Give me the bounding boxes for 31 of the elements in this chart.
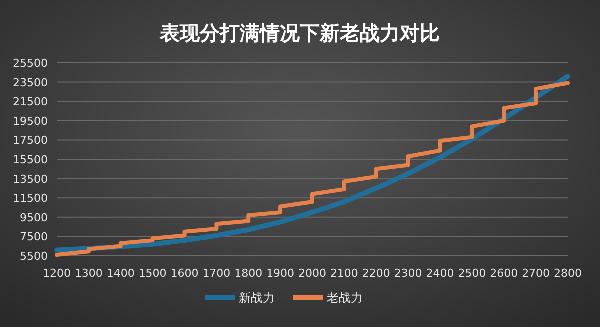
x-tick-label: 2300: [394, 267, 422, 280]
y-tick-label: 23500: [13, 76, 48, 90]
chart-title: 表现分打满情况下新老战力对比: [159, 21, 440, 45]
y-tick-label: 9500: [20, 211, 48, 224]
x-tick-label: 2700: [522, 267, 550, 280]
x-tick-label: 2000: [298, 267, 326, 280]
y-tick-label: 25500: [13, 57, 48, 70]
y-tick-label: 11500: [13, 192, 48, 206]
x-tick-label: 2100: [330, 267, 358, 280]
y-tick-label: 19500: [13, 114, 48, 128]
x-tick-label: 2800: [554, 267, 582, 280]
y-tick-label: 21500: [13, 96, 48, 109]
x-tick-label: 2200: [362, 267, 390, 280]
x-tick-label: 1300: [74, 267, 103, 280]
y-tick-label: 5500: [20, 250, 48, 263]
x-tick-label: 1900: [266, 267, 295, 280]
x-tick-label: 2400: [426, 267, 454, 280]
y-tick-label: 7500: [20, 230, 48, 244]
y-tick-label: 13500: [13, 172, 48, 186]
x-tick-label: 1600: [170, 267, 199, 280]
legend-label: 新战力: [239, 291, 275, 305]
legend-label: 老战力: [327, 291, 363, 305]
x-tick-label: 1200: [43, 267, 71, 280]
x-tick-label: 1400: [106, 267, 135, 280]
x-tick-label: 2500: [458, 267, 486, 280]
x-tick-label: 1700: [202, 267, 231, 280]
x-tick-label: 1800: [234, 267, 263, 280]
x-tick-label: 2600: [490, 267, 518, 280]
x-tick-label: 1500: [138, 267, 167, 280]
y-tick-label: 17500: [13, 134, 48, 148]
y-tick-label: 15500: [13, 154, 48, 166]
